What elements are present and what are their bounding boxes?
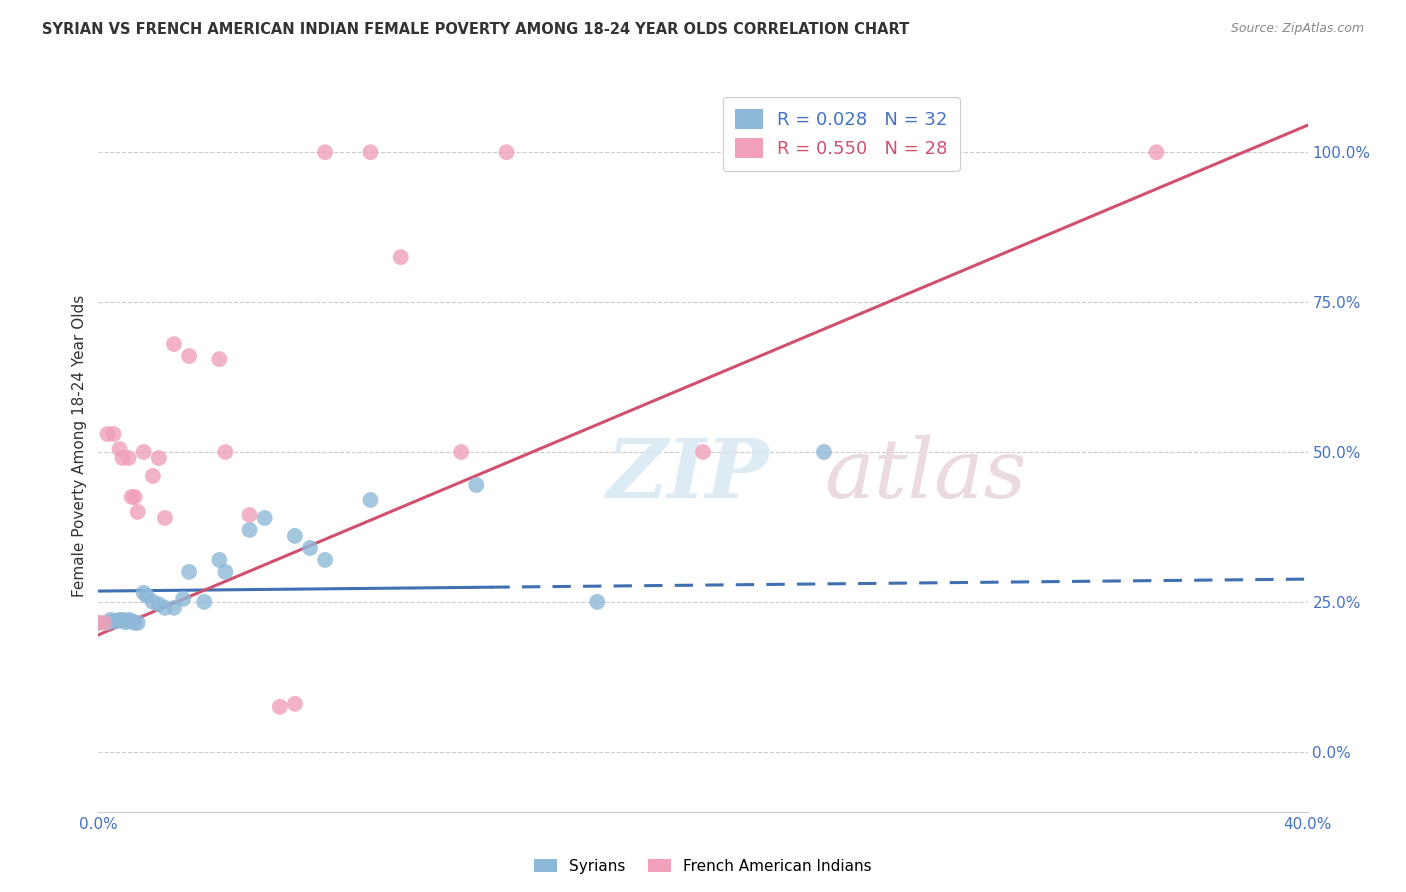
Text: atlas: atlas <box>824 435 1026 516</box>
Point <box>193 595 215 609</box>
Point <box>108 442 131 456</box>
Point <box>813 445 835 459</box>
Point <box>208 352 231 367</box>
Point <box>135 589 157 603</box>
Legend: Syrians, French American Indians: Syrians, French American Indians <box>527 853 879 880</box>
Point <box>253 511 276 525</box>
Point <box>96 615 118 630</box>
Point <box>284 697 307 711</box>
Point <box>132 586 155 600</box>
Point <box>142 469 165 483</box>
Point <box>105 614 128 628</box>
Point <box>127 505 149 519</box>
Point <box>153 600 176 615</box>
Point <box>93 615 115 630</box>
Point <box>108 613 131 627</box>
Point <box>87 615 110 630</box>
Point <box>124 615 146 630</box>
Point <box>127 615 149 630</box>
Point <box>121 490 143 504</box>
Legend: R = 0.028   N = 32, R = 0.550   N = 28: R = 0.028 N = 32, R = 0.550 N = 28 <box>723 96 960 170</box>
Point <box>314 553 336 567</box>
Point <box>495 145 517 160</box>
Point <box>111 450 134 465</box>
Point <box>1144 145 1167 160</box>
Point <box>360 492 382 507</box>
Point <box>148 597 170 611</box>
Point <box>87 615 110 630</box>
Point <box>103 614 125 628</box>
Y-axis label: Female Poverty Among 18-24 Year Olds: Female Poverty Among 18-24 Year Olds <box>72 295 87 597</box>
Point <box>163 337 186 351</box>
Point <box>132 445 155 459</box>
Point <box>239 523 262 537</box>
Point <box>214 565 236 579</box>
Point <box>148 450 170 465</box>
Point <box>172 591 194 606</box>
Point <box>360 145 382 160</box>
Point <box>179 349 201 363</box>
Point <box>124 490 146 504</box>
Point <box>465 478 488 492</box>
Point <box>284 529 307 543</box>
Point <box>118 613 141 627</box>
Point <box>163 600 186 615</box>
Point <box>111 613 134 627</box>
Point <box>389 250 412 264</box>
Point <box>692 445 714 459</box>
Point <box>208 553 231 567</box>
Point <box>142 595 165 609</box>
Point <box>239 508 262 522</box>
Text: SYRIAN VS FRENCH AMERICAN INDIAN FEMALE POVERTY AMONG 18-24 YEAR OLDS CORRELATIO: SYRIAN VS FRENCH AMERICAN INDIAN FEMALE … <box>42 22 910 37</box>
Point <box>179 565 201 579</box>
Point <box>96 427 118 442</box>
Point <box>269 699 291 714</box>
Point <box>153 511 176 525</box>
Point <box>103 427 125 442</box>
Point <box>121 614 143 628</box>
Point <box>314 145 336 160</box>
Point <box>586 595 609 609</box>
Text: ZIP: ZIP <box>606 435 769 516</box>
Point <box>114 615 136 630</box>
Point <box>214 445 236 459</box>
Point <box>450 445 472 459</box>
Point <box>118 450 141 465</box>
Point <box>299 541 322 555</box>
Text: Source: ZipAtlas.com: Source: ZipAtlas.com <box>1230 22 1364 36</box>
Point <box>100 613 122 627</box>
